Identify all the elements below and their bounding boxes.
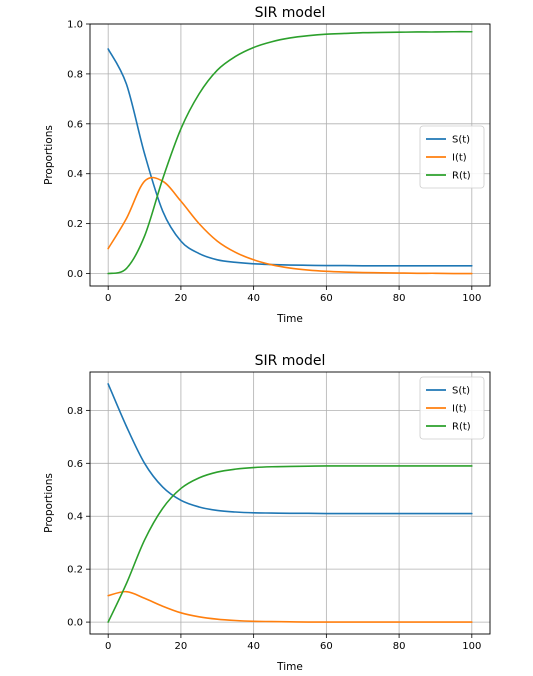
chart-bottom-series-rt-line (107, 465, 473, 623)
x-tick-label: 40 (247, 641, 260, 652)
x-tick-label: 100 (462, 293, 481, 304)
x-tick-label: 60 (320, 293, 333, 304)
chart-top-series-st-line (107, 48, 473, 267)
chart-bottom-legend: S(t) I(t) R(t) (419, 376, 485, 440)
chart-top-y-axis-label: Proportions (43, 125, 55, 185)
legend-label: R(t) (452, 422, 471, 433)
legend-box (419, 125, 485, 189)
x-tick-label: 20 (175, 293, 188, 304)
chart-top-x-axis-label: Time (276, 313, 303, 325)
legend-label: S(t) (452, 386, 470, 397)
chart-top-title: SIR model (255, 5, 326, 21)
chart-bottom-series-st-line (107, 383, 473, 515)
x-tick-label: 60 (320, 641, 333, 652)
legend-label: S(t) (452, 135, 470, 146)
x-tick-label: 100 (462, 641, 481, 652)
y-tick-label: 0.8 (67, 69, 83, 80)
legend-label: I(t) (452, 404, 467, 415)
y-tick-label: 0.0 (67, 618, 83, 629)
chart-bottom-title: SIR model (255, 353, 326, 369)
y-tick-label: 0.6 (67, 119, 83, 130)
y-tick-label: 0.6 (67, 459, 83, 470)
x-tick-label: 40 (247, 293, 260, 304)
chart-top-legend: S(t) I(t) R(t) (419, 125, 485, 189)
chart-bottom-axes-frame (89, 371, 491, 635)
chart-top-axes-frame (89, 23, 491, 287)
y-tick-label: 0.4 (67, 169, 83, 180)
y-tick-label: 0.2 (67, 219, 83, 230)
chart-top-series-it-line (107, 176, 473, 275)
chart-bottom-y-axis-label: Proportions (43, 473, 55, 533)
y-tick-label: 1.0 (67, 20, 83, 31)
legend-box (419, 376, 485, 440)
legend-label: R(t) (452, 171, 471, 182)
y-tick-label: 0.8 (67, 406, 83, 417)
legend-label: I(t) (452, 153, 467, 164)
chart-bottom-series-it-line (107, 590, 473, 623)
y-tick-label: 0.0 (67, 269, 83, 280)
x-tick-label: 80 (393, 641, 406, 652)
chart-bottom-x-axis-label: Time (276, 661, 303, 673)
x-tick-label: 0 (105, 293, 111, 304)
chart-top-series-rt-line (107, 30, 473, 275)
chart-top: 0 20 40 60 80 100 0.0 0.2 0.4 0.6 0.8 1.0 SIR model T… (43, 5, 491, 325)
y-tick-label: 0.2 (67, 565, 83, 576)
chart-bottom: 0 20 40 60 80 100 0.0 0.2 0.4 0.6 0.8 SIR model Time… (43, 353, 491, 673)
x-tick-label: 20 (175, 641, 188, 652)
y-tick-label: 0.4 (67, 512, 83, 523)
x-tick-label: 80 (393, 293, 406, 304)
x-tick-label: 0 (105, 641, 111, 652)
